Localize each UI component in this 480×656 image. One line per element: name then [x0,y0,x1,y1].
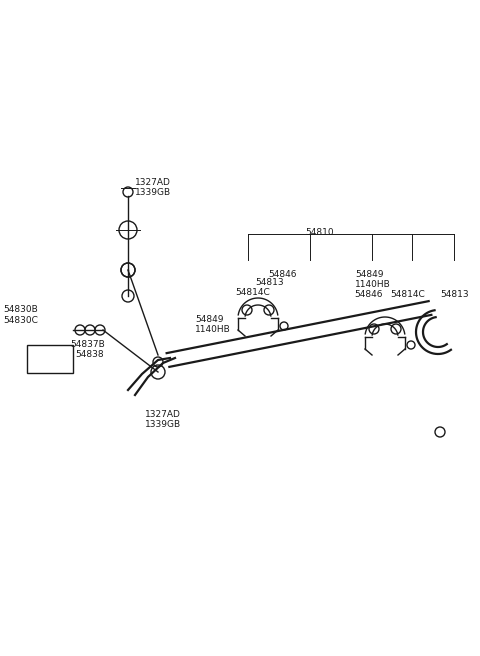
Text: 54814C: 54814C [235,288,270,297]
Text: 54838: 54838 [75,350,104,359]
Text: 54814C: 54814C [390,290,425,299]
Text: 54846: 54846 [354,290,383,299]
Text: 54837B: 54837B [70,340,105,349]
Text: 1327AD
1339GB: 1327AD 1339GB [145,410,181,430]
Text: 54813: 54813 [255,278,284,287]
Text: 1327AD
1339GB: 1327AD 1339GB [135,178,171,197]
Text: 54846: 54846 [268,270,297,279]
Bar [27,345,73,373]
Text: 54849
1140HB: 54849 1140HB [195,315,231,335]
Text: 54810: 54810 [306,228,334,237]
Text: 54849
1140HB: 54849 1140HB [355,270,391,289]
Text: 54813: 54813 [440,290,468,299]
Text: 54830B
54830C: 54830B 54830C [3,305,38,325]
